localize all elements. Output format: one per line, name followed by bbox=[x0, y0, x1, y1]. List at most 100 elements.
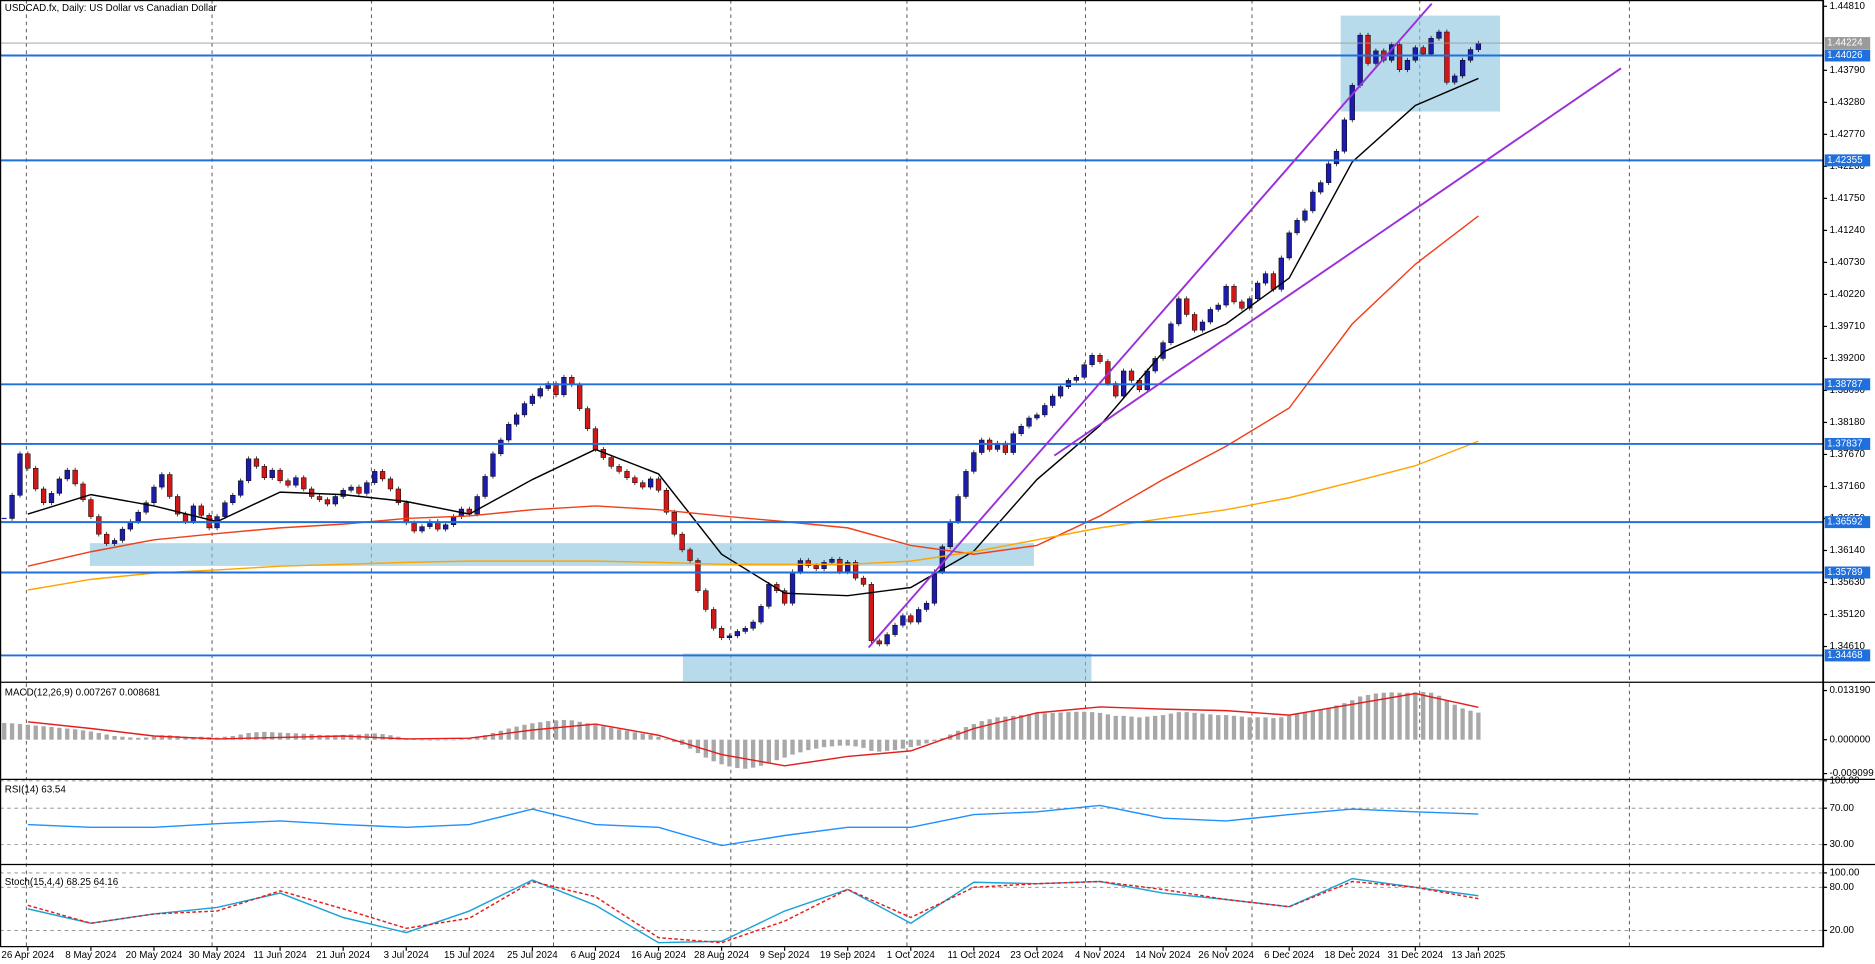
candle bbox=[742, 628, 748, 632]
histogram-bar bbox=[624, 730, 630, 740]
candle bbox=[908, 615, 914, 623]
candle bbox=[1341, 119, 1348, 152]
candle bbox=[813, 565, 819, 569]
histogram-bar bbox=[1192, 712, 1197, 740]
candle bbox=[1239, 301, 1245, 309]
candle bbox=[979, 439, 985, 453]
candle bbox=[1270, 273, 1277, 290]
histogram-bar bbox=[1145, 716, 1150, 740]
candle bbox=[222, 502, 228, 517]
candle bbox=[766, 584, 772, 607]
level-label-box bbox=[1824, 378, 1871, 391]
histogram-bar bbox=[136, 737, 141, 740]
y-tick-label: 1.42260 bbox=[1829, 161, 1865, 172]
histogram-bar bbox=[1223, 715, 1229, 740]
histogram-bar bbox=[1011, 715, 1016, 740]
histogram-bar bbox=[1381, 692, 1386, 740]
candle bbox=[782, 590, 788, 604]
y-tick-label: 1.40220 bbox=[1829, 289, 1865, 300]
indicator-title: Stoch(15,4,4) 68.25 64.16 bbox=[5, 877, 119, 888]
series-line bbox=[27, 77, 1479, 597]
candle bbox=[174, 496, 181, 515]
x-tick-label: 31 Dec 2024 bbox=[1388, 950, 1444, 961]
histogram-bar bbox=[1231, 715, 1237, 740]
candle bbox=[143, 502, 149, 513]
candle bbox=[1184, 298, 1190, 315]
histogram-bar bbox=[1460, 708, 1465, 740]
histogram-bar bbox=[1074, 711, 1079, 740]
candle bbox=[892, 624, 898, 635]
candle bbox=[261, 466, 267, 478]
candle bbox=[1396, 44, 1403, 70]
candle bbox=[1207, 309, 1213, 323]
histogram-bar bbox=[616, 729, 622, 740]
histogram-bar bbox=[1200, 713, 1205, 740]
y-tick-label: 100.00 bbox=[1829, 867, 1860, 878]
histogram-bar bbox=[750, 739, 756, 768]
histogram-bar bbox=[128, 737, 133, 740]
histogram-bar bbox=[17, 724, 23, 740]
histogram-bar bbox=[1279, 717, 1284, 740]
candle bbox=[1428, 38, 1434, 55]
histogram-bar bbox=[1413, 692, 1418, 740]
candle bbox=[624, 471, 630, 478]
y-tick-label: 1.39710 bbox=[1829, 321, 1865, 332]
candle bbox=[1144, 370, 1150, 391]
histogram-bar bbox=[593, 724, 598, 740]
y-tick-label: 80.00 bbox=[1829, 882, 1854, 893]
candle bbox=[537, 388, 543, 397]
candle bbox=[332, 496, 338, 505]
histogram-bar bbox=[506, 728, 511, 740]
candle bbox=[789, 571, 796, 604]
histogram-bar bbox=[459, 738, 464, 740]
channel-line bbox=[867, 2, 1433, 649]
histogram-bar bbox=[869, 739, 874, 751]
candle bbox=[592, 428, 599, 450]
histogram-bar bbox=[246, 732, 251, 740]
candle bbox=[860, 577, 867, 585]
candle bbox=[159, 474, 165, 488]
candle bbox=[17, 453, 23, 496]
level-label: 1.34468 bbox=[1827, 650, 1863, 661]
x-tick-label: 1 Oct 2024 bbox=[887, 950, 936, 961]
histogram-bar bbox=[514, 726, 519, 740]
histogram-bar bbox=[538, 722, 543, 740]
histogram-bar bbox=[317, 734, 322, 740]
histogram-bar bbox=[1042, 713, 1047, 740]
y-tick-label: 1.34610 bbox=[1829, 641, 1865, 652]
candle bbox=[513, 414, 520, 425]
candle bbox=[1436, 31, 1442, 39]
histogram-bar bbox=[782, 739, 787, 758]
histogram-bar bbox=[1334, 705, 1339, 740]
histogram-bar bbox=[443, 739, 448, 741]
candle bbox=[33, 468, 39, 490]
candle bbox=[703, 590, 709, 610]
histogram-bar bbox=[1271, 718, 1276, 740]
candle bbox=[671, 511, 677, 535]
histogram-bar bbox=[333, 735, 338, 740]
histogram-bar bbox=[411, 739, 417, 740]
series-line bbox=[27, 215, 1479, 567]
candle bbox=[506, 424, 512, 441]
candle bbox=[269, 469, 275, 478]
candle bbox=[837, 559, 843, 573]
histogram-bar bbox=[522, 724, 527, 740]
y-tick-label: 1.43280 bbox=[1829, 97, 1865, 108]
level-label: 1.36592 bbox=[1827, 517, 1862, 528]
histogram-bar bbox=[656, 736, 661, 740]
candle bbox=[1089, 355, 1095, 365]
histogram-bar bbox=[845, 739, 850, 746]
x-tick-label: 19 Sep 2024 bbox=[820, 950, 876, 961]
candle bbox=[529, 395, 536, 404]
histogram-bar bbox=[585, 723, 590, 740]
histogram-bar bbox=[955, 730, 961, 740]
level-label: 1.37837 bbox=[1827, 439, 1862, 450]
candle bbox=[324, 499, 331, 505]
candle bbox=[750, 621, 756, 629]
candle bbox=[1026, 417, 1032, 427]
candle bbox=[403, 502, 409, 524]
histogram-bar bbox=[1428, 692, 1434, 740]
y-tick-label: 1.44810 bbox=[1829, 1, 1865, 12]
zone-box bbox=[1340, 15, 1500, 112]
